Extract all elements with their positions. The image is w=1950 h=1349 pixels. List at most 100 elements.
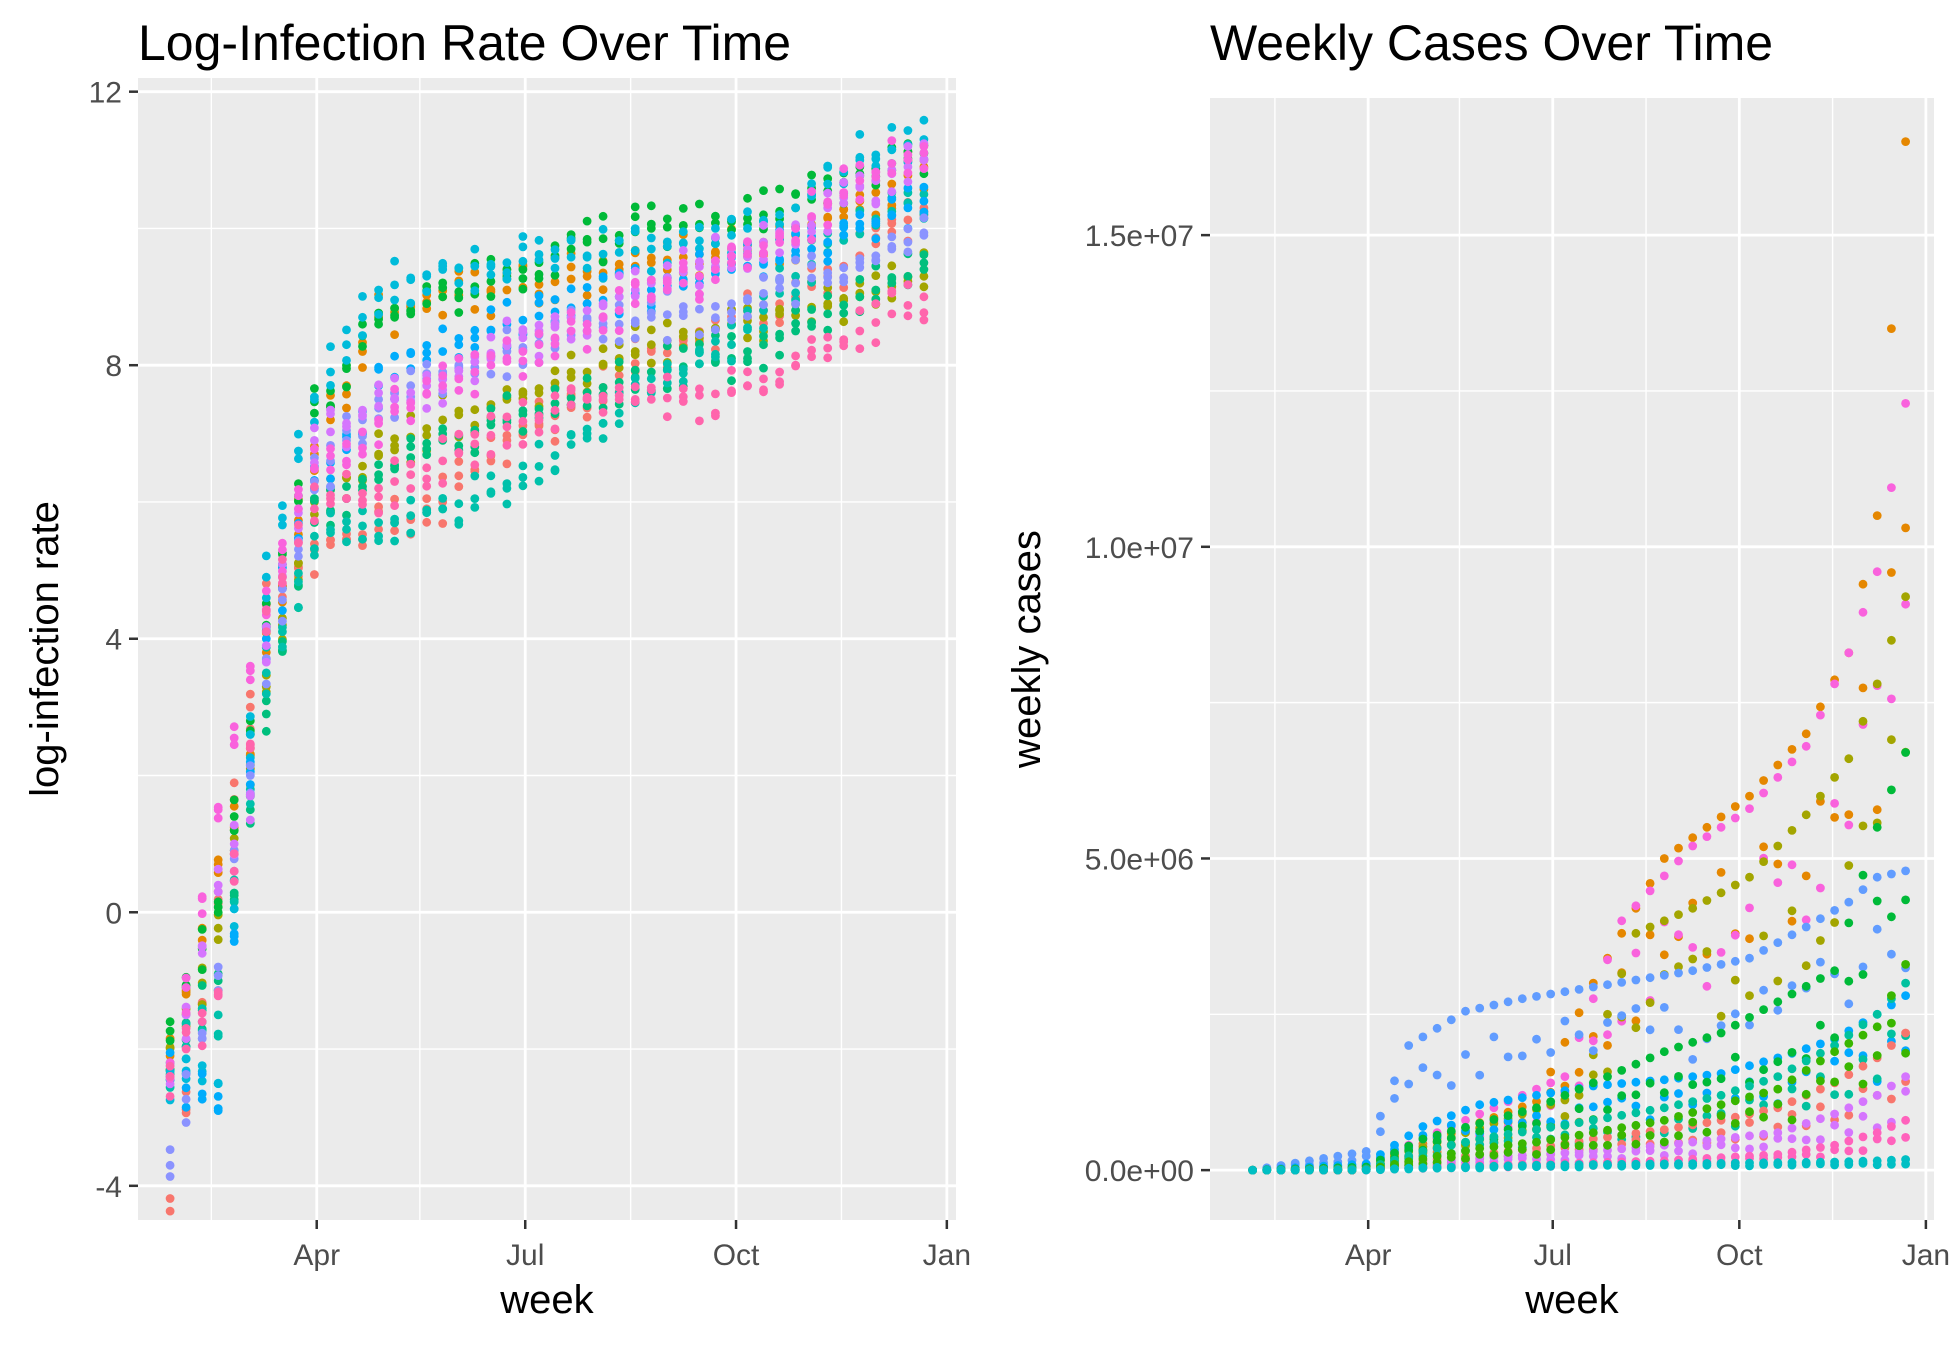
left-data-point xyxy=(213,1079,223,1089)
left-data-point xyxy=(229,937,239,946)
right-data-point xyxy=(1603,1132,1612,1142)
right-data-point xyxy=(1730,1119,1740,1128)
left-data-point xyxy=(197,941,207,950)
left-data-point xyxy=(775,184,784,194)
right-data-point xyxy=(1702,832,1712,841)
right-data-point xyxy=(1872,567,1882,577)
right-data-point xyxy=(1659,854,1669,863)
left-data-point xyxy=(550,312,560,321)
right-data-point xyxy=(1475,1003,1485,1013)
left-data-point xyxy=(566,400,576,410)
right-data-point xyxy=(1461,1137,1470,1147)
left-data-point xyxy=(630,299,640,309)
left-data-point xyxy=(438,324,448,334)
right-data-point xyxy=(1816,1039,1825,1049)
left-data-point xyxy=(919,213,929,223)
right-data-point xyxy=(1674,1089,1683,1098)
left-points xyxy=(165,115,929,1216)
left-data-point xyxy=(213,971,223,980)
left-data-point xyxy=(342,469,351,479)
right-data-point xyxy=(1716,948,1726,957)
left-data-point xyxy=(662,310,672,319)
right-data-point xyxy=(1830,1109,1839,1119)
right-data-point xyxy=(1588,1128,1598,1138)
right-data-point xyxy=(1645,1025,1655,1035)
left-data-point xyxy=(181,1070,191,1079)
left-data-point xyxy=(310,531,319,541)
left-data-point xyxy=(486,430,496,440)
left-data-point xyxy=(342,340,351,350)
right-data-point xyxy=(1844,1048,1854,1058)
left-data-point xyxy=(711,265,720,274)
left-data-point xyxy=(294,491,303,501)
left-data-point xyxy=(438,519,448,528)
right-data-point xyxy=(1461,1105,1470,1115)
right-y-tick-label: 0.0e+00 xyxy=(1085,1155,1194,1188)
left-data-point xyxy=(294,538,303,547)
right-data-point xyxy=(1574,1118,1584,1127)
left-data-point xyxy=(422,463,432,473)
right-data-point xyxy=(1702,822,1712,832)
left-data-point xyxy=(310,464,319,474)
right-data-point xyxy=(1517,1051,1527,1061)
right-data-point xyxy=(1887,1029,1896,1039)
left-data-point xyxy=(630,397,640,406)
left-data-point xyxy=(342,389,351,399)
right-data-point xyxy=(1475,1070,1485,1080)
right-data-point xyxy=(1475,1119,1485,1128)
left-data-point xyxy=(566,252,576,262)
right-data-point xyxy=(1858,1030,1868,1040)
left-data-point xyxy=(486,411,496,421)
left-data-point xyxy=(438,456,448,466)
right-data-point xyxy=(1475,1100,1485,1110)
right-data-point xyxy=(1617,978,1627,987)
left-data-point xyxy=(358,363,367,372)
left-data-point xyxy=(582,392,592,402)
left-data-point xyxy=(807,212,816,221)
right-data-point xyxy=(1475,1143,1485,1153)
left-data-point xyxy=(855,326,865,336)
left-data-point xyxy=(422,424,432,433)
left-data-point xyxy=(261,689,271,699)
left-data-point xyxy=(422,494,432,503)
left-data-point xyxy=(887,309,897,319)
right-data-point xyxy=(1631,1120,1641,1130)
left-data-point xyxy=(598,285,608,294)
left-data-point xyxy=(903,155,913,165)
left-data-point xyxy=(630,359,640,368)
right-data-point xyxy=(1532,992,1541,1001)
right-data-point xyxy=(1745,872,1754,882)
left-data-point xyxy=(229,904,239,914)
left-data-point xyxy=(582,291,592,300)
right-data-point xyxy=(1830,918,1839,927)
right-data-point xyxy=(1659,1075,1669,1085)
left-data-point xyxy=(358,500,367,509)
left-data-point xyxy=(662,348,672,358)
right-data-point xyxy=(1446,1081,1456,1090)
right-data-point xyxy=(1716,1140,1726,1150)
left-data-point xyxy=(534,476,544,486)
left-data-point xyxy=(245,689,255,699)
left-data-point xyxy=(646,285,656,295)
right-data-point xyxy=(1603,1105,1612,1115)
left-data-point xyxy=(278,513,287,523)
left-data-point xyxy=(871,285,881,295)
left-data-point xyxy=(775,238,784,247)
right-data-point xyxy=(1603,1140,1612,1150)
right-data-point xyxy=(1730,1009,1740,1019)
left-data-point xyxy=(887,187,897,197)
left-data-point xyxy=(807,322,816,331)
right-x-axis-title: week xyxy=(1524,1278,1619,1322)
left-data-point xyxy=(470,367,480,377)
left-data-point xyxy=(550,436,560,446)
left-data-point xyxy=(470,325,480,335)
right-data-point xyxy=(1745,991,1754,1000)
left-data-point xyxy=(614,408,624,418)
right-x-axis: Apr Jul Oct Jan xyxy=(1345,1220,1950,1272)
left-data-point xyxy=(213,1031,223,1041)
right-data-point xyxy=(1730,880,1740,890)
left-data-point xyxy=(823,256,833,266)
left-data-point xyxy=(454,366,464,376)
left-data-point xyxy=(887,168,897,178)
right-x-tick-label: Oct xyxy=(1716,1239,1763,1272)
